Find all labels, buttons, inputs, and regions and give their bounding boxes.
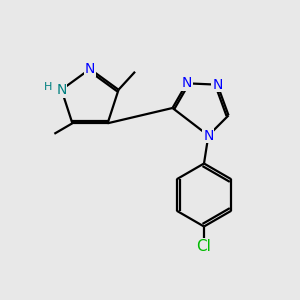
Text: N: N — [203, 128, 214, 142]
Text: Cl: Cl — [196, 239, 211, 254]
Text: N: N — [182, 76, 192, 90]
Text: H: H — [44, 82, 52, 92]
Text: N: N — [85, 62, 95, 76]
Text: N: N — [212, 78, 223, 92]
Text: N: N — [56, 83, 67, 97]
